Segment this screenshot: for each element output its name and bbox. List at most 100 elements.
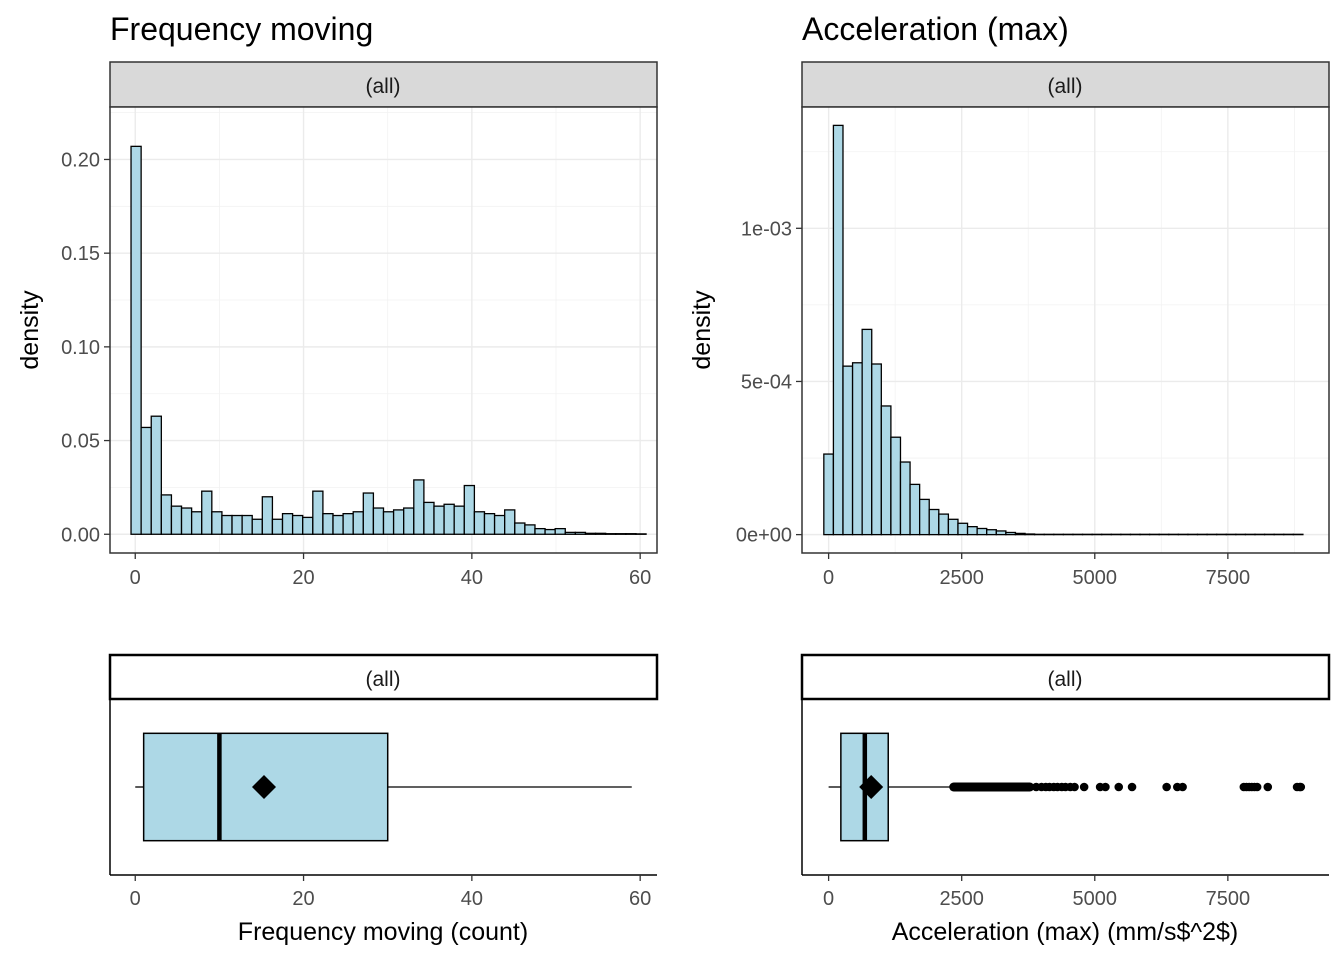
axes: 0 2500 5000 7500 0e+00 5e-04 1e-03 [736,218,1250,589]
x-tick-label: 20 [292,888,314,910]
x-tick-label: 60 [629,567,651,589]
x-tick-label: 2500 [939,567,984,589]
histogram-bar [130,145,142,535]
histogram-bar [909,483,921,536]
histogram-bar [938,513,950,536]
strip-label: (all) [1048,668,1083,691]
histogram-bar [890,436,902,536]
strip-label: (all) [366,668,401,691]
histogram-bar [605,533,617,535]
histogram-bar [271,518,284,535]
y-tick-label: 0.00 [61,524,100,546]
histogram-bar [261,496,274,535]
y-tick-label: 0.05 [61,431,100,453]
outlier-point [1162,782,1171,792]
strip-background [109,61,658,108]
histogram-bar [342,512,354,535]
strip-label: (all) [1048,75,1083,98]
mean-marker [252,775,277,799]
histogram-bar [918,498,930,536]
histogram-bar [322,512,334,535]
histogram-bars [823,124,1304,536]
x-tick-label: 5000 [1073,888,1118,910]
histogram-bar [443,503,455,535]
x-tick-label: 0 [130,567,141,589]
histogram-bar [423,501,435,535]
histogram-bar [976,527,988,536]
outlier-point [1079,782,1089,792]
panel-frequency-boxplot: (all) 0 20 40 60 Frequency moving (count) [108,653,659,946]
grid [110,107,657,553]
histogram-bar [241,514,253,535]
outlier-point [1296,782,1306,792]
y-tick-label: 0.15 [61,243,100,265]
histogram-bar [986,529,997,536]
histogram-bar [433,505,445,535]
y-tick-label: 1e-03 [741,218,792,240]
histogram-bar [291,514,304,535]
strip-background [108,653,659,701]
panel-frequency-histogram: Frequency moving (all) 0 20 40 60 0.00 0.05 0.… [16,11,658,589]
histogram-bar [928,508,940,536]
boxplot [135,732,632,842]
histogram-bar [871,363,882,536]
histogram-bar [362,492,375,535]
strip-label: (all) [366,75,401,98]
histogram-bar [392,509,405,535]
histogram-bar [584,532,597,535]
histogram-bar [413,479,425,535]
histogram-bar [625,533,637,535]
histogram-title-acceleration: Acceleration (max) [802,11,1069,47]
histogram-bar [302,516,314,535]
histogram-bar [544,528,556,535]
y-tick-label: 0.10 [61,337,100,359]
histogram-bar [947,518,959,536]
histogram-bar [231,514,243,535]
outlier-point [1263,782,1273,792]
histogram-bar [180,507,193,535]
x-axis-title: Acceleration (max) (mm/s$^2$) [892,918,1239,946]
histogram-bar [372,507,385,535]
panel-border [109,106,658,554]
x-tick-label: 0 [823,888,834,910]
x-tick-label: 20 [292,567,314,589]
mean-marker [859,775,884,799]
histogram-bar [251,518,263,535]
x-tick-label: 60 [629,888,651,910]
histogram-bar [493,514,506,535]
histogram-bar [1014,532,1026,536]
histogram-bar [150,415,162,535]
histogram-bar [534,527,546,535]
outlier-point [1114,782,1124,792]
y-axis-title: density [688,290,716,370]
histogram-bar [1024,533,1036,536]
histogram-bar [201,490,213,535]
histogram-bar [861,328,873,536]
histogram-bar [851,362,863,536]
histogram-bar [615,533,627,535]
histogram-bar [463,484,476,535]
panel-acceleration-boxplot: (all) 0 2500 5000 7500 Acceleration (max) (… [800,653,1331,946]
panel-border [801,106,1330,554]
histogram-bar [382,511,395,535]
histogram-bar [842,365,854,536]
histogram-bar [504,509,516,535]
x-tick-label: 40 [461,567,483,589]
histogram-bar [403,507,415,535]
y-tick-label: 5e-04 [741,371,792,393]
outlier-point [1127,782,1137,792]
histogram-bar [332,514,344,535]
histogram-bar [140,426,152,535]
histogram-bar [281,512,294,535]
histogram-bar [352,511,364,535]
histogram-bar [221,514,233,535]
axes: 0 20 40 60 0.00 0.05 0.10 0.15 0.20 [61,149,651,589]
x-tick-label: 7500 [1206,888,1251,910]
histogram-bar [995,530,1007,536]
axes: 0 20 40 60 [130,875,651,910]
histogram-bar [524,524,536,535]
plot-panel [110,107,657,553]
histogram-bar [211,511,223,535]
histogram-bar [514,522,526,535]
